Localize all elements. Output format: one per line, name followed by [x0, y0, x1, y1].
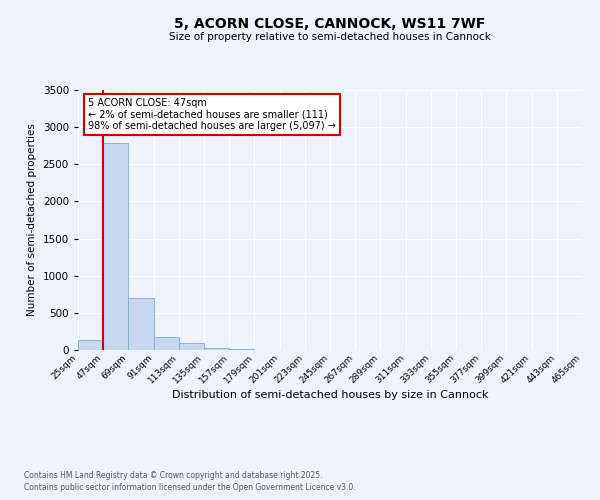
- Text: Contains HM Land Registry data © Crown copyright and database right 2025.: Contains HM Land Registry data © Crown c…: [24, 471, 323, 480]
- X-axis label: Distribution of semi-detached houses by size in Cannock: Distribution of semi-detached houses by …: [172, 390, 488, 400]
- Text: Size of property relative to semi-detached houses in Cannock: Size of property relative to semi-detach…: [169, 32, 491, 42]
- Bar: [229, 348, 254, 350]
- Text: Contains public sector information licensed under the Open Government Licence v3: Contains public sector information licen…: [24, 484, 356, 492]
- Bar: [179, 343, 204, 350]
- Y-axis label: Number of semi-detached properties: Number of semi-detached properties: [27, 124, 37, 316]
- Bar: [154, 337, 179, 350]
- Bar: [128, 298, 154, 350]
- Bar: [204, 348, 229, 350]
- Text: 5 ACORN CLOSE: 47sqm
← 2% of semi-detached houses are smaller (111)
98% of semi-: 5 ACORN CLOSE: 47sqm ← 2% of semi-detach…: [88, 98, 336, 131]
- Bar: [78, 340, 103, 350]
- Bar: [103, 144, 128, 350]
- Text: 5, ACORN CLOSE, CANNOCK, WS11 7WF: 5, ACORN CLOSE, CANNOCK, WS11 7WF: [175, 18, 485, 32]
